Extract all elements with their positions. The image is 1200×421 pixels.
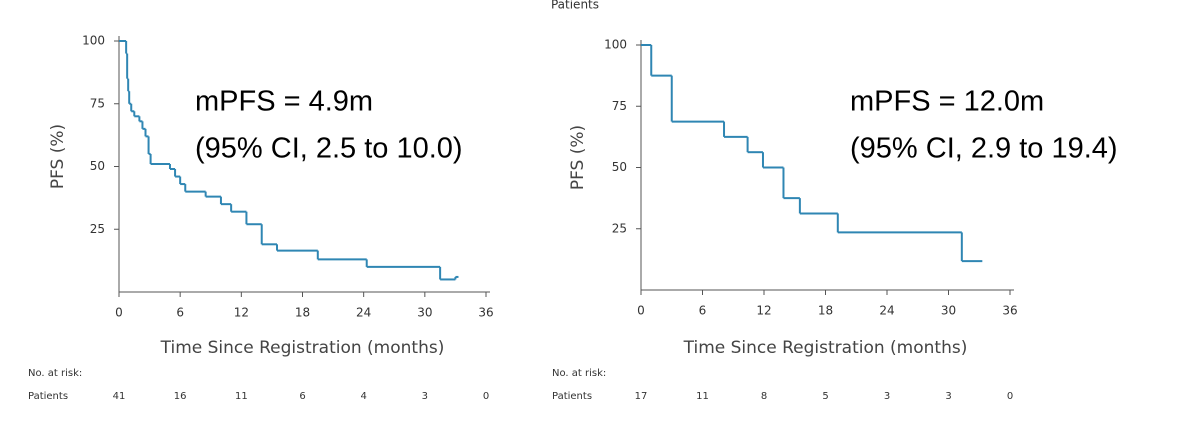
y-tick-label: 75 xyxy=(612,99,627,113)
annotation: mPFS = 12.0m xyxy=(850,86,1044,118)
annotation: mPFS = 4.9m xyxy=(195,86,373,118)
x-tick-label: 0 xyxy=(637,304,645,318)
y-axis-label: PFS (%) xyxy=(568,125,588,190)
x-tick-label: 0 xyxy=(115,306,123,320)
at-risk-count: 41 xyxy=(113,391,126,402)
x-tick-label: 30 xyxy=(941,304,956,318)
x-axis-label: Time Since Registration (months) xyxy=(683,338,968,358)
x-tick-label: 30 xyxy=(417,306,432,320)
risk-title: No. at risk: xyxy=(28,368,82,379)
annotation: (95% CI, 2.5 to 10.0) xyxy=(195,133,463,165)
at-risk-count: 11 xyxy=(696,391,709,402)
y-tick-label: 100 xyxy=(604,38,627,52)
annotation: (95% CI, 2.9 to 19.4) xyxy=(850,133,1118,165)
x-tick-label: 6 xyxy=(176,306,184,320)
at-risk-count: 3 xyxy=(945,391,951,402)
at-risk-count: 17 xyxy=(635,391,648,402)
x-tick-label: 24 xyxy=(356,306,371,320)
y-tick-label: 25 xyxy=(90,222,105,236)
x-tick-label: 18 xyxy=(818,304,833,318)
at-risk-count: 0 xyxy=(483,391,489,402)
y-tick-label: 75 xyxy=(90,96,105,110)
at-risk-count: 3 xyxy=(884,391,890,402)
x-tick-label: 18 xyxy=(295,306,310,320)
at-risk-count: 6 xyxy=(299,391,305,402)
x-tick-label: 12 xyxy=(756,304,771,318)
risk-label: Patients xyxy=(28,391,68,402)
at-risk-count: 4 xyxy=(360,391,366,402)
y-axis-label: PFS (%) xyxy=(48,124,68,189)
at-risk-count: 3 xyxy=(422,391,428,402)
at-risk-count: 8 xyxy=(761,391,767,402)
y-tick-label: 50 xyxy=(90,159,105,173)
at-risk-count: 16 xyxy=(174,391,187,402)
y-tick-label: 50 xyxy=(612,160,627,174)
header-text: Patients xyxy=(551,0,599,12)
risk-label: Patients xyxy=(552,391,592,402)
x-tick-label: 36 xyxy=(478,306,493,320)
y-tick-label: 100 xyxy=(82,34,105,48)
x-tick-label: 12 xyxy=(234,306,249,320)
risk-title: No. at risk: xyxy=(552,368,606,379)
y-tick-label: 25 xyxy=(612,221,627,235)
x-tick-label: 24 xyxy=(879,304,894,318)
x-tick-label: 36 xyxy=(1002,304,1017,318)
at-risk-count: 0 xyxy=(1007,391,1013,402)
x-axis-label: Time Since Registration (months) xyxy=(160,338,445,358)
at-risk-count: 11 xyxy=(235,391,248,402)
at-risk-count: 5 xyxy=(822,391,828,402)
x-tick-label: 6 xyxy=(699,304,707,318)
